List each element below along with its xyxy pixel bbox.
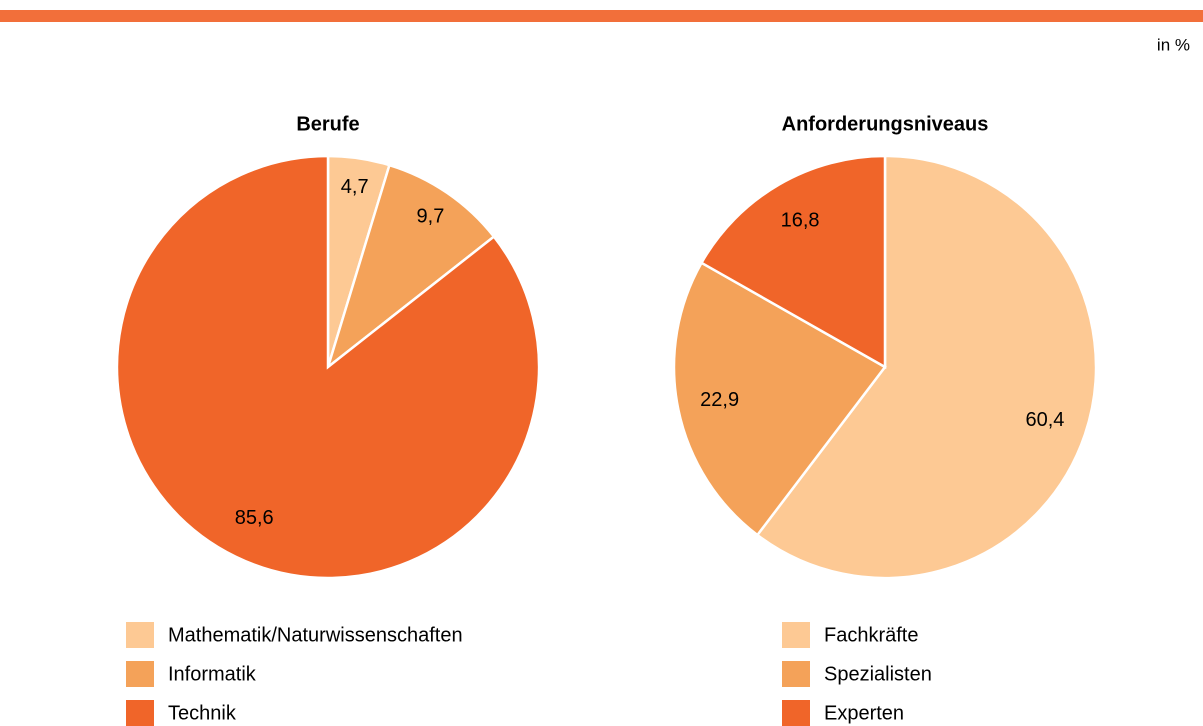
- legend-label: Spezialisten: [824, 663, 932, 685]
- top-bar: [0, 10, 1203, 22]
- legend-label: Mathematik/Naturwissenschaften: [168, 624, 463, 646]
- legend-swatch: [126, 622, 154, 648]
- legend-swatch: [782, 622, 810, 648]
- data-label: 16,8: [781, 209, 820, 231]
- data-label: 22,9: [700, 389, 739, 411]
- pie-slice: [672, 261, 887, 537]
- legend-swatch: [126, 700, 154, 726]
- data-label: 9,7: [417, 206, 445, 228]
- legend-swatch: [782, 661, 810, 687]
- legend-label: Informatik: [168, 663, 257, 685]
- legend-swatch: [126, 661, 154, 687]
- pie-slice: [325, 163, 496, 371]
- chart-title: Anforderungsniveaus: [782, 113, 989, 135]
- pie-slice: [115, 154, 541, 580]
- legend-label: Technik: [168, 702, 237, 724]
- unit-note: in %: [1157, 35, 1190, 54]
- chart-title: Berufe: [296, 113, 359, 135]
- legend-swatch: [782, 700, 810, 726]
- legend-label: Experten: [824, 702, 904, 724]
- pie-slice: [755, 154, 1098, 580]
- legend-label: Fachkräfte: [824, 624, 918, 646]
- pie-slice: [699, 154, 887, 370]
- data-label: 4,7: [341, 176, 369, 198]
- data-label: 85,6: [235, 507, 274, 529]
- data-label: 60,4: [1026, 409, 1065, 431]
